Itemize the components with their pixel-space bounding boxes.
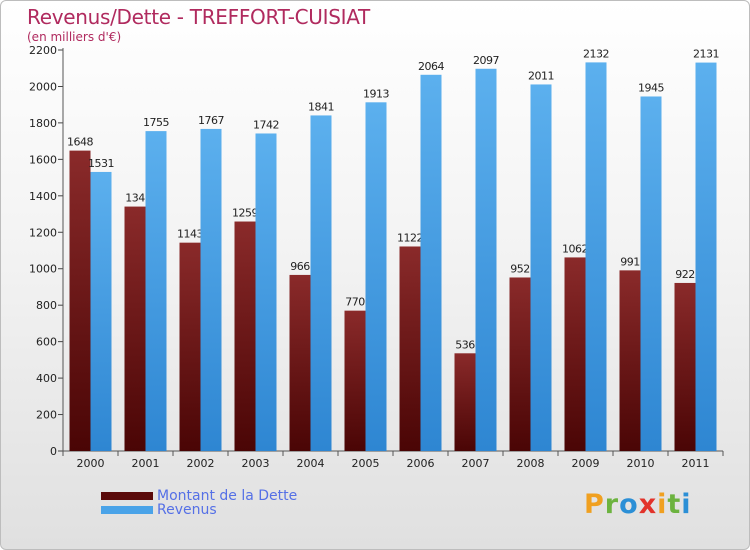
data-label-dette: 1122 (397, 231, 423, 244)
legend-swatch-revenus (101, 506, 153, 514)
bar-dette (69, 150, 91, 451)
bar-dette (344, 310, 366, 451)
logo-letter: P (584, 489, 605, 520)
y-tick-label: 1400 (29, 190, 57, 203)
bar-revenus (420, 74, 442, 451)
x-tick-label: 2008 (517, 457, 545, 470)
data-label-dette: 1648 (67, 136, 93, 149)
bar-revenus (475, 68, 497, 451)
bar-dette (509, 277, 531, 451)
data-label-revenus: 1755 (143, 116, 169, 129)
data-label-dette: 952 (510, 262, 530, 275)
bar-revenus (255, 133, 277, 452)
bar-dette (234, 221, 256, 451)
legend-label-dette: Montant de la Dette (157, 488, 298, 504)
bar-revenus (530, 84, 552, 451)
bar-dette (564, 257, 586, 451)
bar-revenus (90, 171, 112, 451)
data-label-revenus: 2011 (528, 69, 554, 82)
legend-item-revenus: Revenus (101, 502, 217, 518)
data-label-dette: 966 (290, 260, 310, 273)
data-label-dette: 991 (620, 255, 640, 268)
data-label-dette: 1143 (177, 228, 203, 241)
data-label-revenus: 1742 (253, 118, 279, 131)
legend-item-dette: Montant de la Dette (101, 488, 297, 504)
x-tick-label: 2007 (462, 457, 490, 470)
data-label-dette: 536 (455, 338, 475, 351)
data-label-dette: 1259 (232, 207, 258, 220)
x-tick-label: 2011 (682, 457, 710, 470)
x-tick-label: 2003 (242, 457, 270, 470)
legend-swatch-dette (101, 492, 153, 500)
bar-dette (454, 353, 476, 451)
data-label-revenus: 1531 (88, 157, 114, 170)
bar-revenus (200, 128, 222, 452)
data-label-revenus: 1841 (308, 100, 334, 113)
x-tick-label: 2005 (352, 457, 380, 470)
bar-revenus (695, 62, 717, 452)
data-label-dette: 134 (125, 192, 145, 205)
x-tick-label: 2000 (77, 457, 105, 470)
logo-letter: x (638, 489, 658, 520)
bar-revenus (310, 115, 332, 451)
y-tick-label: 2200 (29, 44, 57, 57)
x-tick-label: 2001 (132, 457, 160, 470)
bar-dette (674, 282, 696, 451)
bar-dette (179, 242, 201, 451)
logo-letter: r (604, 489, 620, 520)
data-label-dette: 1062 (562, 242, 588, 255)
bar-dette (124, 206, 146, 451)
x-tick-label: 2006 (407, 457, 435, 470)
logo-letter: o (619, 489, 639, 520)
bar-dette (619, 270, 641, 451)
x-tick-label: 2010 (627, 457, 655, 470)
y-tick-label: 1000 (29, 263, 57, 276)
data-label-dette: 922 (675, 268, 695, 281)
logo-letter: i (681, 489, 692, 520)
y-tick-label: 1200 (29, 226, 57, 239)
legend-label-revenus: Revenus (157, 502, 217, 518)
data-label-revenus: 2132 (583, 47, 609, 60)
y-tick-label: 2000 (29, 80, 57, 93)
y-tick-label: 200 (36, 409, 57, 422)
chart-subtitle: (en milliers d'€) (27, 30, 122, 44)
y-tick-label: 400 (36, 372, 57, 385)
logo-letter: t (667, 489, 682, 520)
data-label-revenus: 1945 (638, 81, 664, 94)
bar-revenus (585, 62, 607, 452)
proxiti-logo: Proxiti (584, 489, 692, 520)
bar-dette (399, 246, 421, 451)
y-tick-label: 800 (36, 299, 57, 312)
y-tick-label: 600 (36, 336, 57, 349)
bar-dette (289, 274, 311, 451)
y-tick-label: 1800 (29, 117, 57, 130)
data-label-revenus: 2064 (418, 60, 444, 73)
y-tick-label: 0 (50, 445, 57, 458)
data-label-dette: 770 (345, 296, 365, 309)
data-label-revenus: 2097 (473, 54, 499, 67)
chart-title: Revenus/Dette - TREFFORT-CUISIAT (27, 5, 370, 29)
data-label-revenus: 2131 (693, 48, 719, 61)
bar-revenus (640, 96, 662, 451)
data-label-revenus: 1767 (198, 114, 224, 127)
x-tick-label: 2009 (572, 457, 600, 470)
bar-revenus (365, 102, 387, 452)
logo-letter: i (657, 489, 668, 520)
x-tick-label: 2002 (187, 457, 215, 470)
y-tick-label: 1600 (29, 153, 57, 166)
data-label-revenus: 1913 (363, 87, 389, 100)
bar-revenus (145, 131, 167, 451)
x-tick-label: 2004 (297, 457, 325, 470)
